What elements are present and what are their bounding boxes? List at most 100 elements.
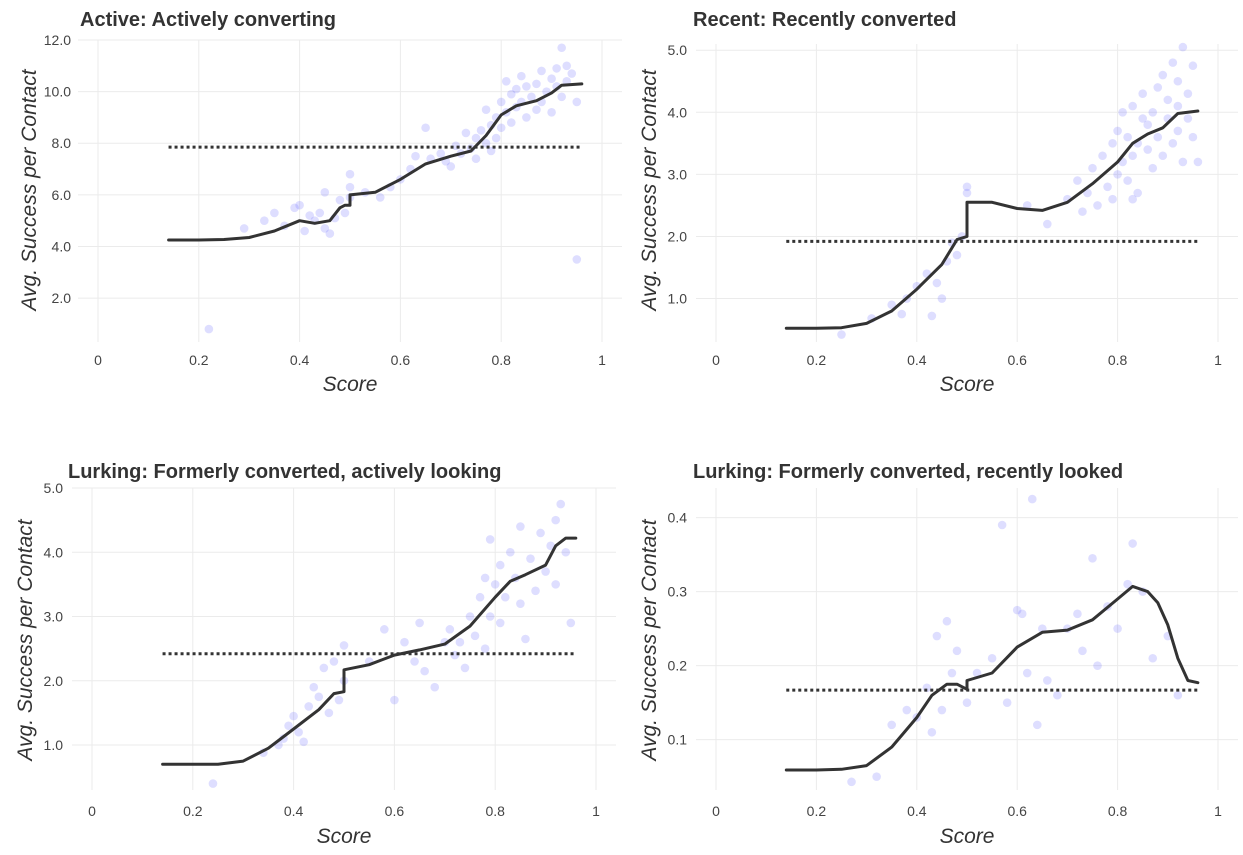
data-point: [1133, 188, 1142, 198]
data-point: [305, 211, 314, 220]
y-tick-label: 3.0: [44, 609, 64, 625]
data-point: [1113, 170, 1122, 179]
y-tick-label: 1.0: [44, 737, 64, 753]
data-point: [572, 255, 582, 264]
data-point: [334, 695, 344, 705]
data-point: [527, 92, 536, 102]
data-point: [1173, 76, 1183, 86]
y-tick-label: 4.0: [52, 238, 72, 254]
data-point: [320, 224, 330, 233]
data-point: [546, 541, 555, 551]
x-tick-label: 0.6: [1007, 352, 1027, 368]
data-point: [1027, 494, 1037, 504]
x-tick-label: 0.2: [807, 352, 827, 368]
data-point: [532, 79, 541, 89]
data-point: [400, 637, 409, 647]
data-point: [557, 43, 566, 53]
data-point: [1173, 126, 1183, 136]
data-point: [1173, 690, 1183, 700]
data-point: [927, 311, 937, 321]
data-point: [932, 631, 942, 641]
data-point: [987, 653, 997, 663]
data-point: [319, 663, 329, 673]
trend-line: [161, 536, 578, 766]
x-tick-label: 0.4: [907, 803, 927, 819]
data-point: [1128, 539, 1137, 548]
chart-title: Lurking: Formerly converted, actively lo…: [68, 461, 501, 483]
x-tick-label: 0.8: [485, 803, 505, 819]
y-tick-label: 3.0: [668, 166, 688, 182]
data-point: [284, 721, 293, 731]
data-point: [1043, 219, 1052, 229]
chart-panel-1: 0 0.2 0.4 0.6 0.8 12.04.06.08.010.012.0Active…: [18, 9, 622, 396]
data-point: [902, 705, 912, 715]
data-point: [897, 309, 907, 319]
trend-line: [784, 109, 1200, 330]
data-point: [567, 69, 577, 78]
data-point: [1148, 107, 1158, 117]
data-point: [1143, 145, 1153, 154]
x-tick-label: 0.4: [290, 352, 310, 368]
data-point: [1123, 579, 1132, 589]
data-point: [1012, 605, 1022, 615]
y-tick-label: 5.0: [44, 480, 64, 496]
y-tick-label: 12.0: [44, 32, 71, 48]
x-tick-label: 0: [88, 803, 96, 819]
data-point: [1073, 609, 1082, 619]
data-point: [547, 74, 556, 84]
data-point: [390, 695, 399, 705]
data-point: [972, 668, 982, 678]
x-tick-label: 0.8: [491, 352, 511, 368]
data-point: [1158, 70, 1168, 80]
data-point: [506, 118, 516, 127]
data-point: [455, 637, 465, 647]
data-point: [345, 182, 355, 192]
data-point: [204, 324, 214, 334]
data-point: [1148, 163, 1158, 173]
data-point: [962, 698, 972, 707]
data-point: [522, 82, 531, 91]
x-tick-label: 0.8: [1108, 803, 1128, 819]
data-point: [1103, 182, 1112, 192]
data-point: [562, 61, 572, 71]
y-tick-label: 0.2: [668, 658, 688, 674]
data-point: [1073, 176, 1082, 185]
data-point: [1153, 132, 1163, 142]
data-point: [476, 126, 486, 135]
y-tick-label: 5.0: [668, 42, 688, 58]
x-tick-label: 0: [712, 803, 720, 819]
data-point: [1098, 151, 1107, 161]
x-tick-label: 0.4: [907, 352, 927, 368]
y-axis-title: Avg. Success per Contact: [638, 68, 661, 312]
data-point: [475, 592, 485, 602]
data-point: [1088, 554, 1097, 563]
data-point: [1108, 194, 1117, 204]
data-point: [325, 229, 335, 238]
data-point: [485, 612, 495, 621]
data-point: [495, 618, 505, 628]
data-point: [1118, 107, 1127, 117]
data-point: [1148, 653, 1158, 663]
data-point: [1093, 201, 1102, 210]
data-point: [421, 123, 430, 133]
chart-title: Lurking: Formerly converted, recently lo…: [693, 461, 1123, 483]
data-point: [872, 772, 881, 781]
data-point: [927, 727, 937, 737]
data-point: [500, 592, 510, 602]
data-point: [375, 193, 385, 202]
data-point: [541, 567, 550, 576]
data-point: [299, 737, 308, 747]
y-axis-title: Avg. Success per Contact: [14, 518, 37, 762]
data-point: [480, 644, 490, 653]
chart-panel-4: 0 0.2 0.4 0.6 0.8 1 0.1 0.2 0.3 0.4 Lurking: Forme…: [638, 461, 1238, 848]
data-point: [551, 515, 560, 525]
data-point: [420, 666, 429, 676]
data-point: [1043, 676, 1052, 685]
data-point: [320, 187, 330, 197]
data-point: [1022, 668, 1032, 678]
data-point: [470, 631, 480, 641]
data-point: [411, 151, 420, 161]
data-point: [436, 149, 446, 158]
x-tick-label: 0.6: [1007, 803, 1027, 819]
